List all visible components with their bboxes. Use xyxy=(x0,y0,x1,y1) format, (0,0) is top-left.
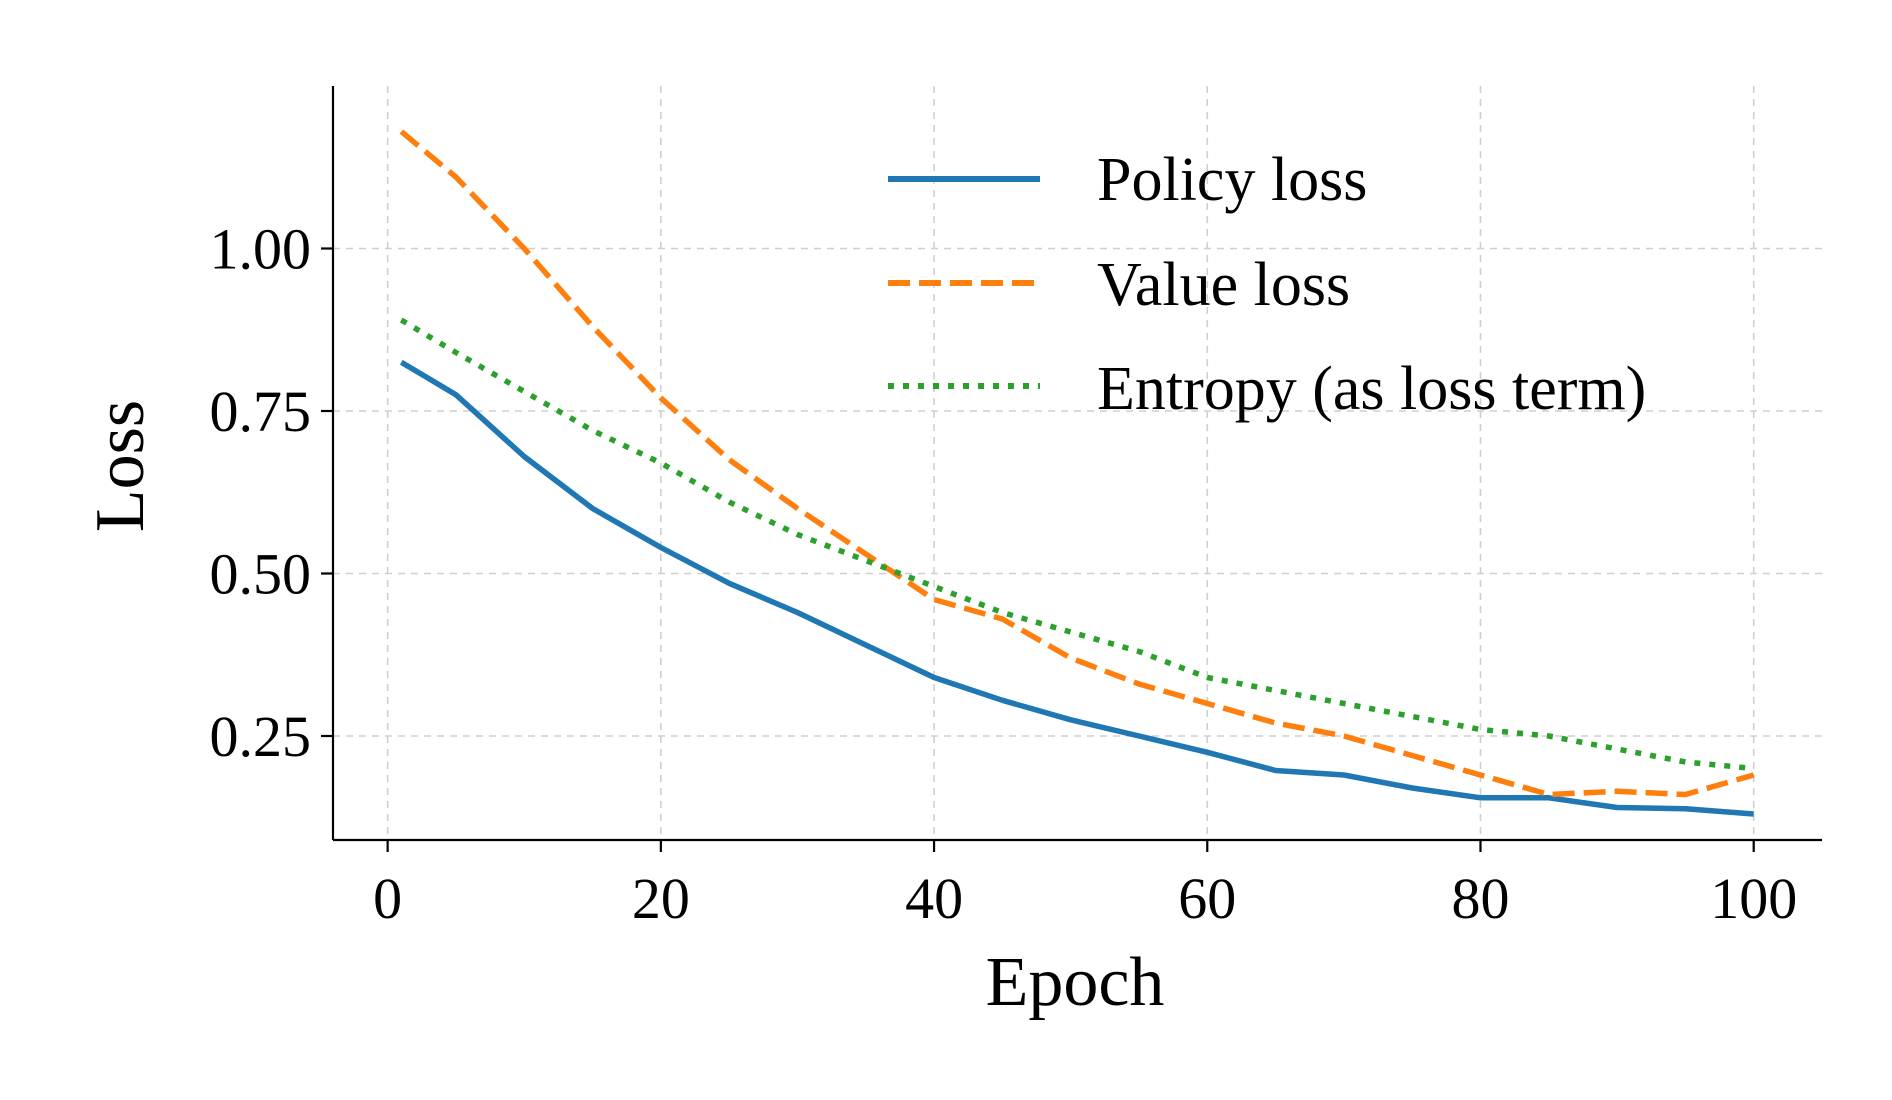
x-tick-label: 60 xyxy=(1178,866,1236,931)
y-tick-label: 0.25 xyxy=(210,704,312,769)
x-axis-label: Epoch xyxy=(986,944,1165,1021)
legend-label-entropy: Entropy (as loss term) xyxy=(1097,355,1646,423)
x-tick-label: 20 xyxy=(632,866,690,931)
series-line-policy-loss xyxy=(399,359,1754,817)
y-axis-label: Loss xyxy=(82,400,159,532)
x-tick-label: 40 xyxy=(905,866,963,931)
axes-layer: 0 20 40 60 80 100 0.25 0.50 0.75 1.00 xyxy=(210,86,1822,931)
legend-label-value-loss: Value loss xyxy=(1097,251,1350,319)
legend-label-policy-loss: Policy loss xyxy=(1097,146,1367,214)
grid-layer xyxy=(333,86,1822,840)
series-layer xyxy=(399,129,1755,817)
y-tick-label: 0.75 xyxy=(210,379,312,444)
legend: Policy loss Value loss Entropy (as loss … xyxy=(888,146,1646,423)
x-tick-label: 0 xyxy=(373,866,402,931)
y-tick-label: 1.00 xyxy=(210,217,312,282)
series-line-value-loss xyxy=(399,129,1755,798)
x-tick-label: 100 xyxy=(1710,866,1797,931)
y-tick-label: 0.50 xyxy=(210,542,312,607)
x-tick-label: 80 xyxy=(1451,866,1509,931)
